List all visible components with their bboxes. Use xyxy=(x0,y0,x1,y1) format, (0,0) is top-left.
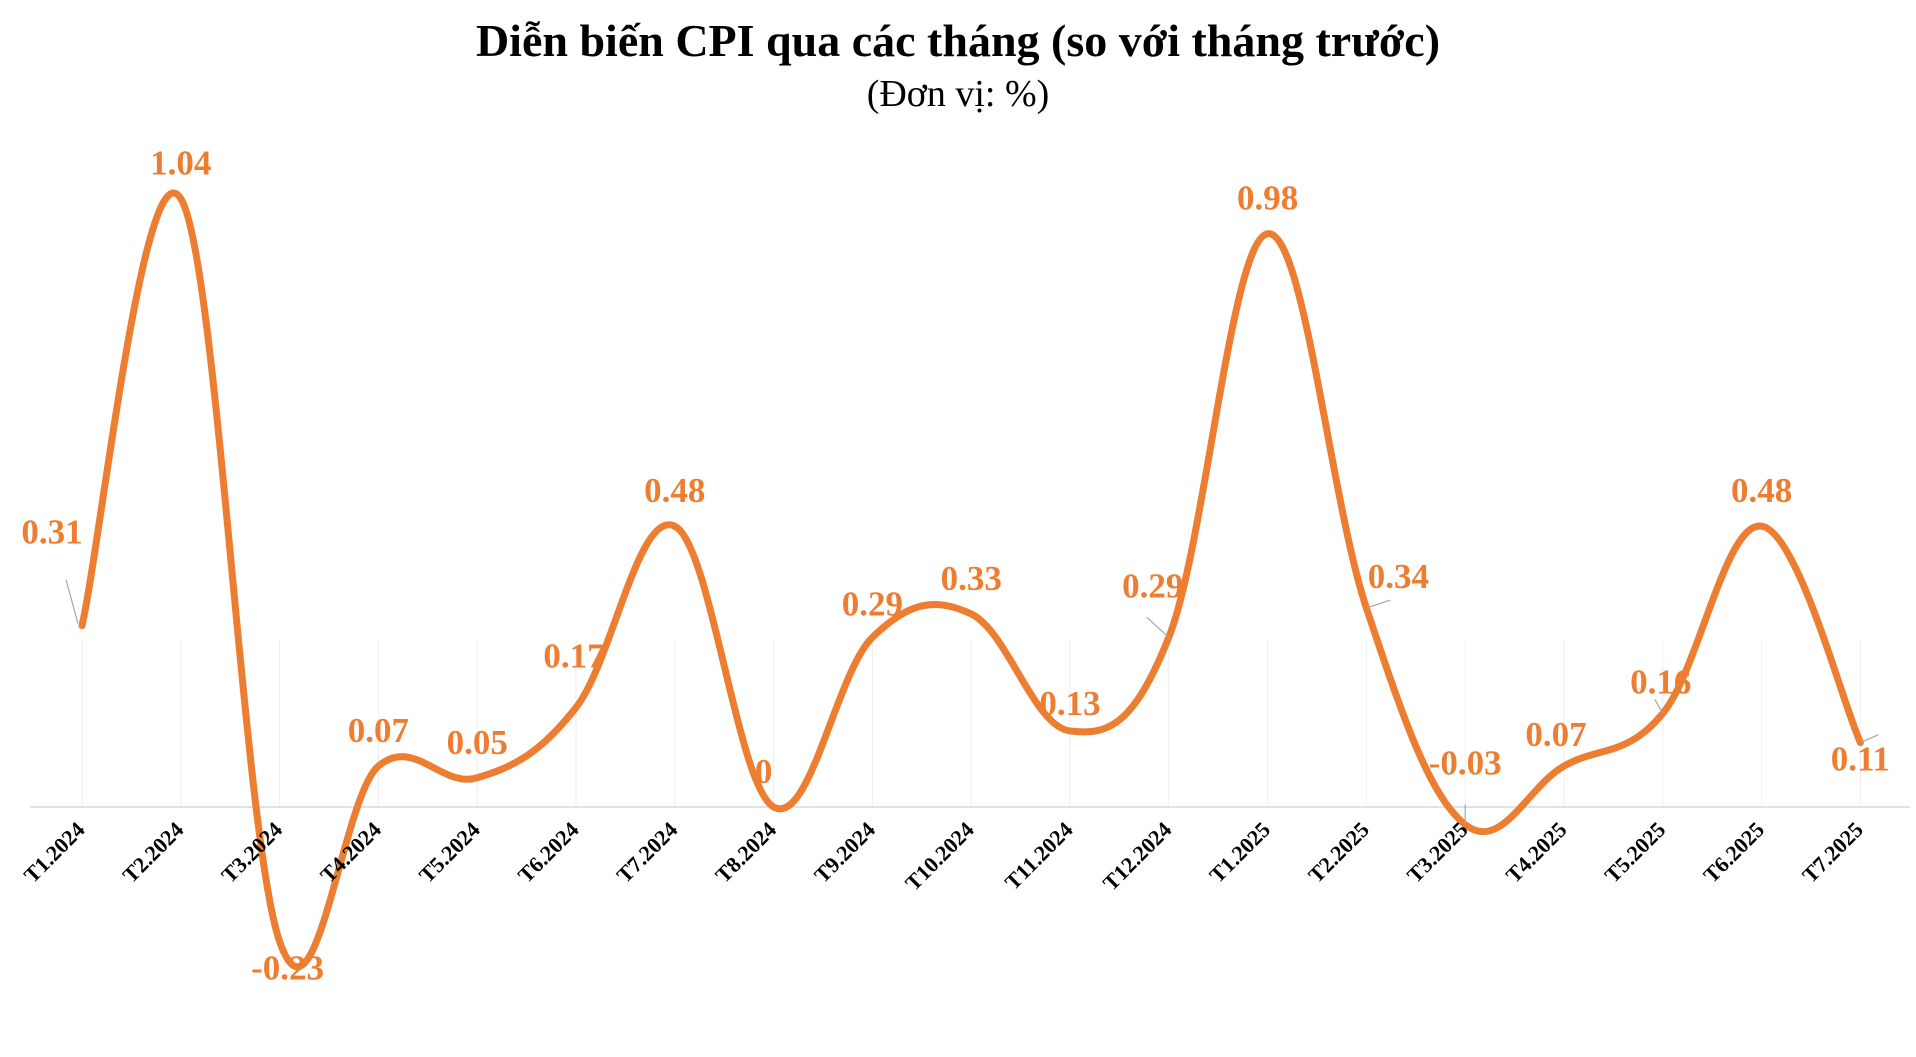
data-label-T6.2024: 0.17 xyxy=(543,637,604,676)
data-point-T1.2024 xyxy=(79,623,85,629)
data-label-T10.2024: 0.33 xyxy=(941,559,1002,598)
tick-label-T10.2024: T10.2024 xyxy=(900,817,979,896)
tick-label-T1.2025: T1.2025 xyxy=(1204,817,1275,888)
leader-line-T12.2024 xyxy=(1146,616,1170,638)
data-label-T3.2025: -0.03 xyxy=(1429,744,1502,783)
tick-label-T1.2024: T1.2024 xyxy=(19,817,90,888)
category-gridlines xyxy=(81,640,1861,807)
tick-label-T8.2024: T8.2024 xyxy=(710,817,781,888)
data-label-T5.2024: 0.05 xyxy=(447,723,508,762)
x-tick-labels: T1.2024 T2.2024 T3.2024 T4.2024 T5.2024 T6.20… xyxy=(19,817,1868,896)
data-point-T9.2024 xyxy=(869,634,875,640)
data-point-T11.2024 xyxy=(1067,728,1073,734)
data-label-T4.2025: 0.07 xyxy=(1525,715,1586,754)
data-point-T1.2025 xyxy=(1265,231,1271,237)
data-label-T1.2025: 0.98 xyxy=(1237,179,1298,218)
chart-subtitle: (Đơn vị: %) xyxy=(866,73,1050,115)
data-point-T12.2024 xyxy=(1166,634,1172,640)
tick-label-T6.2025: T6.2025 xyxy=(1698,817,1769,888)
data-label-T2.2024: 1.04 xyxy=(150,144,211,183)
data-point-T5.2024 xyxy=(474,775,480,781)
data-point-T6.2024 xyxy=(573,705,579,711)
tick-label-T3.2025: T3.2025 xyxy=(1402,817,1473,888)
leader-line-T1.2024 xyxy=(65,579,79,624)
data-point-T3.2024 xyxy=(277,939,283,945)
tick-label-T3.2024: T3.2024 xyxy=(216,817,287,888)
leader-line-T5.2025 xyxy=(1654,699,1664,714)
chart-title: Diễn biến CPI qua các tháng (so với thán… xyxy=(475,15,1441,66)
tick-label-T6.2024: T6.2024 xyxy=(513,817,584,888)
data-label-T6.2025: 0.48 xyxy=(1731,471,1792,510)
data-point-T6.2025 xyxy=(1759,523,1765,529)
data-point-T4.2024 xyxy=(375,763,381,769)
cpi-series-line xyxy=(78,189,1864,970)
tick-label-T2.2025: T2.2025 xyxy=(1303,817,1374,888)
data-point-T2.2025 xyxy=(1363,605,1369,611)
tick-label-T11.2024: T11.2024 xyxy=(1000,817,1078,895)
data-point-T2.2024 xyxy=(178,196,184,202)
data-label-T2.2025: 0.34 xyxy=(1368,557,1429,596)
data-label-T9.2024: 0.29 xyxy=(842,584,903,623)
data-label-T12.2024: 0.29 xyxy=(1122,566,1183,605)
tick-label-T4.2025: T4.2025 xyxy=(1501,817,1572,888)
data-label-T8.2024: 0 xyxy=(755,752,773,791)
tick-label-T5.2025: T5.2025 xyxy=(1599,817,1670,888)
label-leader-lines xyxy=(65,579,1879,825)
tick-label-T2.2024: T2.2024 xyxy=(117,817,188,888)
data-labels: 0.31 1.04 -0.23 0.07 0.05 0.17 0.48 0 0.29 0.33 0.… xyxy=(21,144,1890,988)
tick-label-T5.2024: T5.2024 xyxy=(414,817,485,888)
data-label-T11.2024: 0.13 xyxy=(1039,684,1100,723)
tick-label-T7.2024: T7.2024 xyxy=(611,817,682,888)
tick-label-T9.2024: T9.2024 xyxy=(809,817,880,888)
data-label-T1.2024: 0.31 xyxy=(21,513,82,552)
leader-line-T2.2025 xyxy=(1366,599,1391,609)
tick-label-T7.2025: T7.2025 xyxy=(1797,817,1868,888)
data-label-T4.2024: 0.07 xyxy=(348,711,409,750)
data-point-T7.2024 xyxy=(672,523,678,529)
data-point-T8.2024 xyxy=(771,804,777,810)
data-label-T5.2025: 0.16 xyxy=(1630,662,1691,701)
data-point-T10.2024 xyxy=(968,611,974,617)
tick-label-T12.2024: T12.2024 xyxy=(1098,817,1177,896)
data-label-T7.2025: 0.11 xyxy=(1831,740,1890,779)
leader-line-T7.2025 xyxy=(1860,734,1879,744)
data-label-T3.2024: -0.23 xyxy=(251,949,324,988)
data-point-T4.2025 xyxy=(1561,763,1567,769)
data-label-T7.2024: 0.48 xyxy=(644,471,705,510)
data-point-T5.2025 xyxy=(1660,710,1666,716)
